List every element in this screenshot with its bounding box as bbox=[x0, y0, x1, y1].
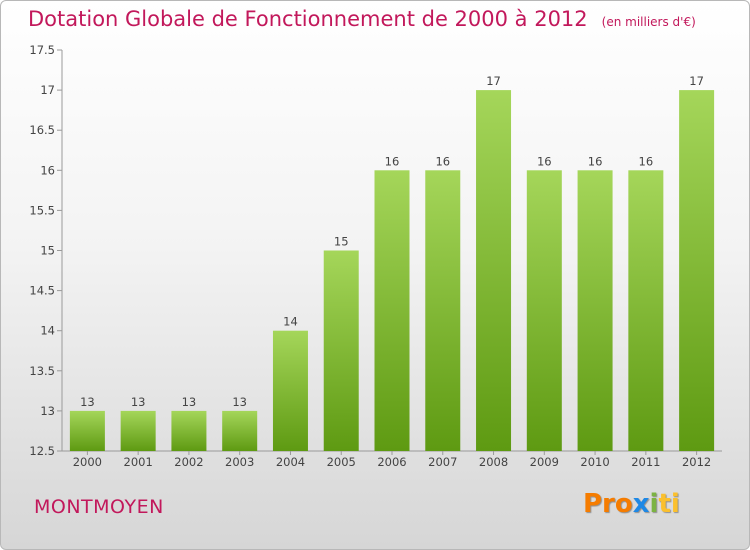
bar-value-label: 14 bbox=[283, 315, 298, 329]
y-tick-label: 14 bbox=[40, 324, 55, 338]
x-tick-label: 2012 bbox=[682, 455, 711, 469]
x-tick-label: 2002 bbox=[174, 455, 203, 469]
logo-part-1: Pro bbox=[583, 489, 633, 519]
city-name: MONTMOYEN bbox=[34, 496, 164, 518]
chart-title: Dotation Globale de Fonctionnement de 20… bbox=[28, 7, 696, 31]
x-tick-label: 2009 bbox=[530, 455, 559, 469]
y-tick-label: 16.5 bbox=[29, 123, 55, 137]
bar-2004 bbox=[272, 330, 308, 451]
y-tick-label: 13.5 bbox=[29, 364, 55, 378]
bar-2005 bbox=[323, 250, 359, 451]
x-tick-label: 2003 bbox=[225, 455, 254, 469]
x-tick-label: 2007 bbox=[428, 455, 457, 469]
x-tick-label: 2011 bbox=[631, 455, 660, 469]
bar-value-label: 16 bbox=[385, 154, 400, 168]
y-tick-label: 17.5 bbox=[29, 43, 55, 57]
x-tick-label: 2008 bbox=[479, 455, 508, 469]
bar-2006 bbox=[374, 170, 410, 452]
bar-value-label: 13 bbox=[232, 395, 247, 409]
y-tick-label: 12.5 bbox=[29, 444, 55, 458]
x-tick-label: 2005 bbox=[327, 455, 356, 469]
bar-2000 bbox=[69, 410, 105, 451]
x-tick-label: 2010 bbox=[580, 455, 609, 469]
bar-2008 bbox=[476, 90, 512, 451]
x-tick-label: 2006 bbox=[377, 455, 406, 469]
bar-value-label: 13 bbox=[182, 395, 197, 409]
bar-2001 bbox=[120, 410, 156, 451]
bar-value-label: 13 bbox=[80, 395, 95, 409]
bar-value-label: 16 bbox=[639, 154, 654, 168]
bar-2003 bbox=[222, 410, 258, 451]
bar-2002 bbox=[171, 410, 207, 451]
logo-part-2: x bbox=[632, 489, 650, 519]
bar-2007 bbox=[425, 170, 461, 452]
logo-part-4: ti bbox=[658, 489, 680, 519]
bar-value-label: 16 bbox=[435, 154, 450, 168]
bar-value-label: 17 bbox=[689, 74, 704, 88]
x-tick-label: 2001 bbox=[124, 455, 153, 469]
bar-value-label: 13 bbox=[131, 395, 146, 409]
logo-part-3: i bbox=[649, 489, 659, 519]
bar-2012 bbox=[679, 90, 715, 451]
bar-2009 bbox=[526, 170, 562, 452]
bar-value-label: 17 bbox=[486, 74, 501, 88]
x-tick-label: 2000 bbox=[73, 455, 102, 469]
chart-title-text: Dotation Globale de Fonctionnement de 20… bbox=[28, 7, 588, 31]
y-tick-label: 14.5 bbox=[29, 284, 55, 298]
y-tick-label: 13 bbox=[40, 404, 55, 418]
x-tick-label: 2004 bbox=[276, 455, 305, 469]
y-tick-label: 15.5 bbox=[29, 203, 55, 217]
y-tick-label: 15 bbox=[40, 244, 55, 258]
y-tick-label: 16 bbox=[40, 163, 55, 177]
bar-value-label: 16 bbox=[588, 154, 603, 168]
bar-2010 bbox=[577, 170, 613, 452]
proxiti-logo[interactable]: Proxiti bbox=[583, 489, 680, 519]
bar-2011 bbox=[628, 170, 664, 452]
y-tick-label: 17 bbox=[40, 83, 55, 97]
bar-value-label: 16 bbox=[537, 154, 552, 168]
bar-value-label: 15 bbox=[334, 235, 349, 249]
chart-unit: (en milliers d'€) bbox=[601, 15, 696, 29]
